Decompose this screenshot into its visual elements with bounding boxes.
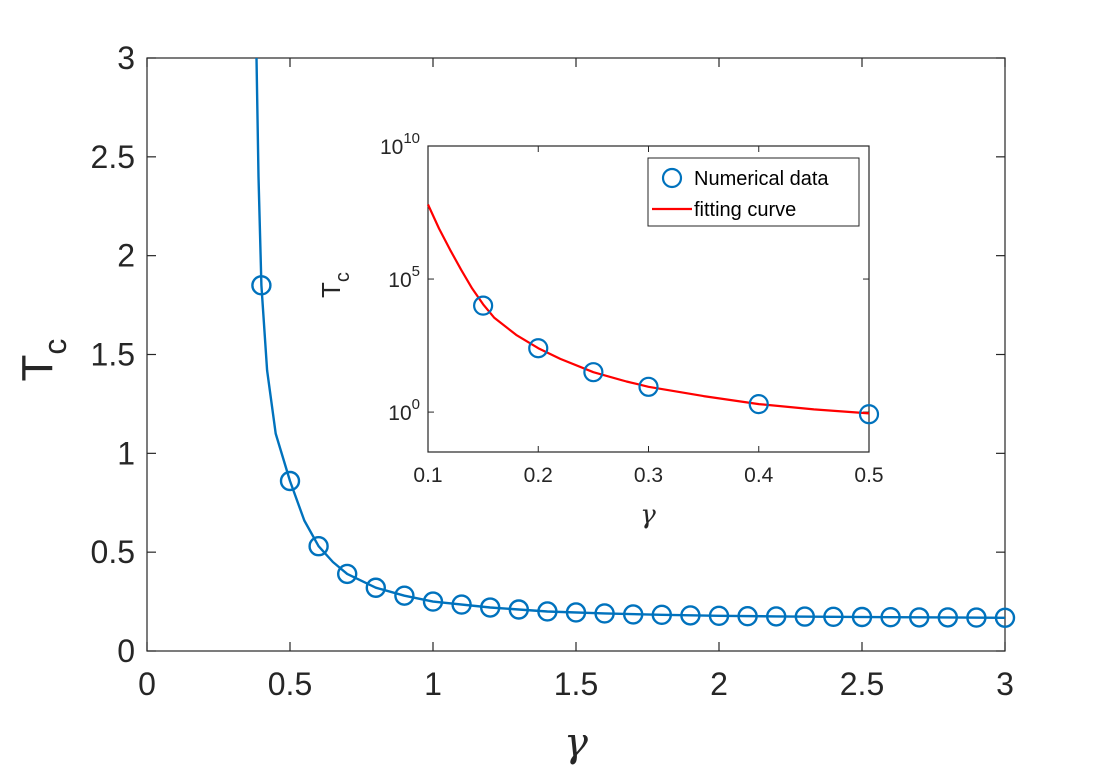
inset-x-tick-label: 0.1: [413, 464, 442, 487]
inset-fitting-curve: [427, 204, 870, 415]
inset-x-tick-label: 0.5: [854, 464, 883, 487]
inset-y-tick-base: 10: [388, 269, 411, 292]
main-data-point: [766, 606, 787, 627]
inset-y-tick-label: 100: [388, 396, 420, 425]
main-data-point: [909, 607, 930, 628]
inset-data-point: [473, 295, 494, 316]
inset-y-tick-exponent: 0: [412, 396, 420, 413]
inset-data-point: [528, 338, 549, 359]
main-data-point: [651, 604, 672, 626]
main-data-point: [480, 597, 501, 618]
inset-y-axis-label-base: T: [316, 282, 346, 298]
main-data-point: [794, 606, 815, 627]
inset-x-tick-label: 0.4: [744, 464, 774, 487]
main-x-tick-label: 3: [996, 666, 1014, 702]
inset-y-tick-base: 10: [388, 402, 411, 425]
svg-text:Tc: Tc: [13, 339, 73, 382]
main-plot-area: [251, 57, 1016, 628]
legend-box: [647, 157, 860, 227]
main-data-point: [537, 601, 558, 622]
inset-data-point: [583, 362, 604, 383]
main-y-axis-label-base: T: [13, 355, 62, 382]
main-data-point: [422, 591, 444, 612]
main-data-point: [680, 605, 701, 626]
main-ticks: 0 0.5 1 1.5 2 2.5 3 0 0.5 1 1.5 2 2.5 3: [91, 40, 1014, 702]
main-data-point: [708, 605, 730, 627]
main-y-tick-label: 1.5: [91, 337, 135, 373]
main-y-tick-label: 2: [117, 238, 135, 274]
main-y-tick-label: 0: [117, 633, 135, 669]
svg-text:Tc: Tc: [316, 272, 354, 298]
main-data-point: [394, 585, 415, 606]
inset-y-axis-label-sub: c: [332, 272, 354, 282]
legend-label-fitting-curve: fitting curve: [694, 199, 796, 221]
inset-y-tick-exponent: 5: [412, 263, 420, 280]
main-data-point: [737, 606, 758, 627]
main-data-point: [966, 607, 987, 628]
main-x-tick-label: 1.5: [554, 666, 598, 702]
main-x-tick-label: 0.5: [268, 666, 312, 702]
main-data-point: [937, 607, 958, 628]
legend-marker-circle: [661, 167, 683, 189]
inset-data-point: [638, 376, 659, 397]
main-data-point: [365, 577, 386, 598]
main-data-point: [994, 607, 1016, 628]
main-data-point: [279, 470, 301, 492]
main-data-point: [594, 603, 615, 624]
main-y-tick-label: 0.5: [91, 534, 135, 570]
inset-data-point: [748, 394, 769, 415]
inset-x-tick-label: 0.3: [634, 464, 663, 487]
main-data-point: [451, 594, 472, 615]
inset-x-tick-label: 0.2: [524, 464, 553, 487]
inset-x-axis-label: γ: [640, 500, 656, 530]
main-x-tick-label: 2.5: [840, 666, 884, 702]
main-data-point: [308, 536, 329, 557]
main-x-tick-label: 2: [710, 666, 728, 702]
main-data-point: [337, 563, 358, 585]
main-y-tick-label: 3: [117, 40, 135, 76]
inset-plot-area: [427, 204, 880, 425]
main-axes: 0 0.5 1 1.5 2 2.5 3 0 0.5 1 1.5 2 2.5 3 γ Tc: [13, 40, 1016, 766]
inset-y-tick-label: 105: [388, 263, 420, 292]
main-data-point: [565, 602, 587, 623]
inset-y-tick-exponent: 10: [403, 130, 420, 147]
main-y-tick-label: 2.5: [91, 139, 135, 175]
main-x-axis-label: γ: [564, 720, 588, 766]
legend-label-numerical-data: Numerical data: [694, 168, 829, 190]
inset-legend: Numerical data fitting curve: [647, 157, 860, 227]
main-data-point: [880, 606, 901, 628]
main-data-point: [508, 599, 529, 620]
inset-y-tick-base: 10: [380, 136, 403, 159]
inset-y-axis-label: Tc: [316, 272, 354, 298]
main-data-point: [623, 604, 644, 625]
main-x-tick-label: 0: [138, 666, 156, 702]
main-y-axis-label-sub: c: [37, 339, 73, 355]
main-data-point: [851, 606, 873, 628]
main-data-point: [251, 275, 272, 296]
main-y-tick-label: 1: [117, 435, 135, 471]
main-x-tick-label: 1: [424, 666, 442, 702]
inset-y-tick-label: 1010: [380, 130, 420, 159]
inset-data-point: [858, 404, 880, 425]
main-data-point: [823, 606, 844, 628]
main-y-axis-label: Tc: [13, 339, 73, 382]
